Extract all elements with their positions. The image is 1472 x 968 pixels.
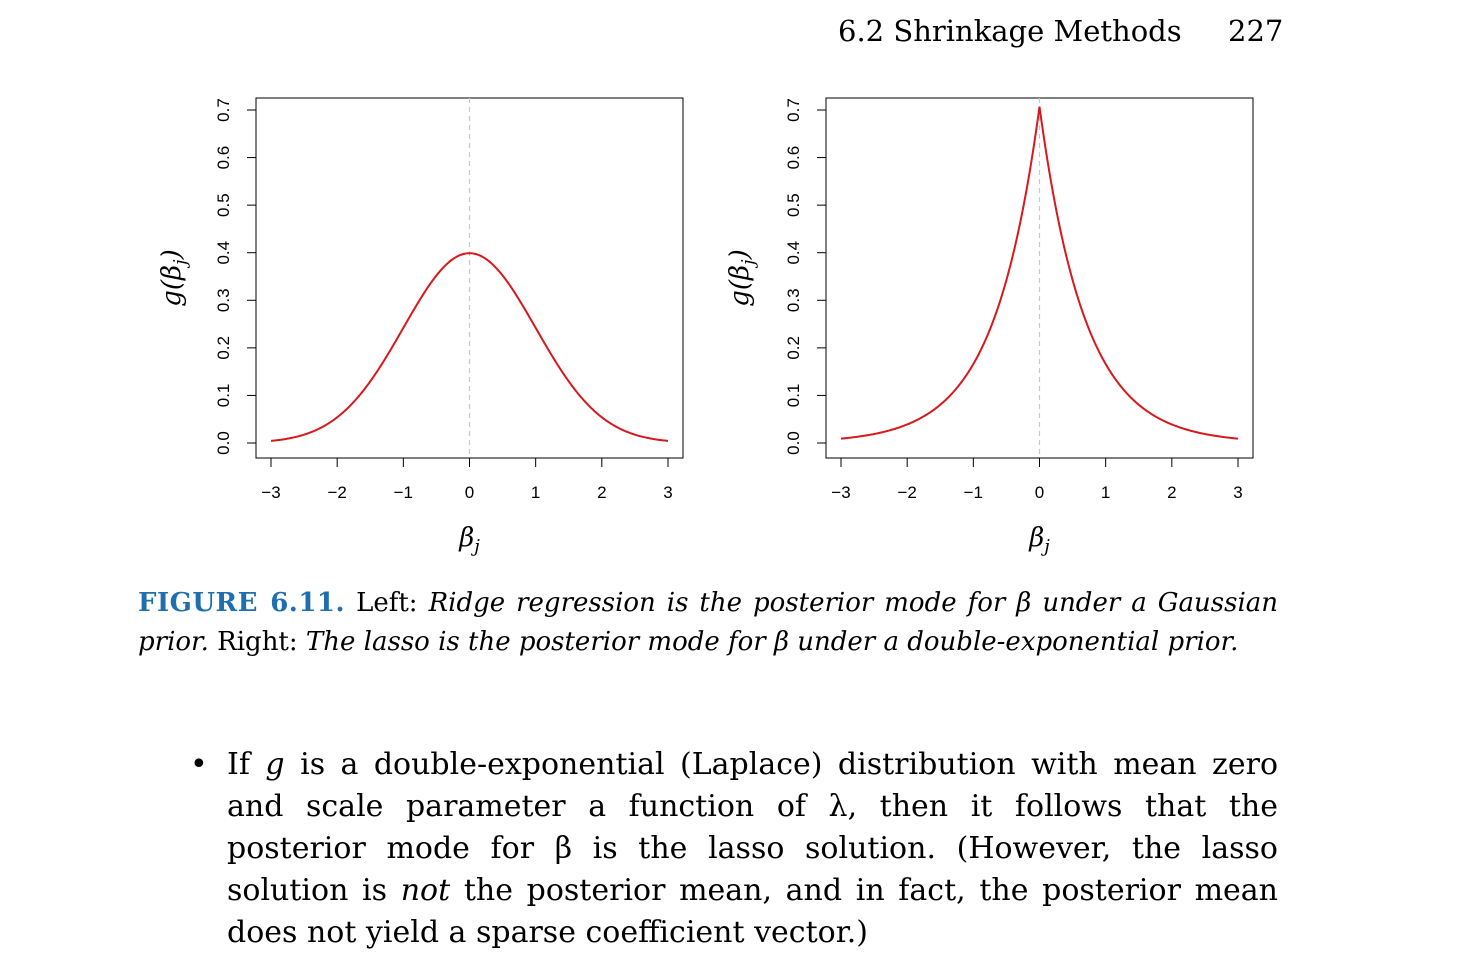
x-tick-label: 0 — [1035, 483, 1044, 502]
y-tick-label: 0.4 — [214, 241, 233, 265]
caption-right-text: The lasso is the posterior mode for β un… — [305, 627, 1239, 657]
y-tick-label: 0.5 — [214, 193, 233, 217]
caption-right-word: Right: — [217, 627, 298, 657]
x-tick-label: −3 — [261, 483, 280, 502]
y-axis-label: g(βj) — [725, 249, 759, 307]
figure-6-11: −3 −2 −1 0 1 2 3 0.0 0.1 0.2 0.3 0.4 0.5 0.6 0.7 βj g(βj… — [157, 97, 1254, 557]
x-tick-label: 1 — [531, 483, 540, 502]
x-tick-label: −1 — [964, 483, 983, 502]
bullet-text-2: is a double-exponential (Laplace) distri… — [227, 747, 1279, 908]
density-curve — [840, 106, 1239, 440]
density-curve — [270, 252, 669, 442]
running-head: 6.2 Shrinkage Methods 227 — [838, 14, 1283, 54]
x-tick-label: −2 — [327, 483, 346, 502]
x-tick-label: 2 — [597, 483, 606, 502]
x-axis-label: βj — [458, 523, 480, 557]
y-tick-label: 0.2 — [214, 336, 233, 360]
page-number: 227 — [1228, 14, 1284, 48]
y-tick-label: 0.6 — [214, 146, 233, 170]
y-tick-label: 0.4 — [784, 241, 803, 265]
y-tick-label: 0.7 — [214, 98, 233, 122]
y-tick-label: 0.1 — [214, 384, 233, 408]
bullet-dot: • — [190, 747, 208, 782]
x-tick-label: −3 — [831, 483, 850, 502]
section-title: 6.2 Shrinkage Methods — [838, 14, 1182, 48]
caption-left-text: Ridge regression is the posterior mode f… — [138, 588, 1279, 657]
x-tick-label: −2 — [897, 483, 916, 502]
x-tick-label: 0 — [465, 483, 474, 502]
plot-left-gaussian: −3 −2 −1 0 1 2 3 0.0 0.1 0.2 0.3 0.4 0.5 0.6 0.7 βj g(βj… — [157, 97, 684, 557]
bullet-item: • If g is a double-exponential (Laplace)… — [190, 744, 1278, 954]
x-tick-label: 1 — [1101, 483, 1110, 502]
y-tick-label: 0.1 — [784, 384, 803, 408]
figure-caption: FIGURE 6.11. Left: Ridge regression is t… — [138, 584, 1278, 662]
bullet-emphasis-not: not — [400, 873, 451, 908]
bullet-paragraph: If g is a double-exponential (Laplace) d… — [227, 744, 1278, 954]
y-tick-label: 0.7 — [784, 98, 803, 122]
x-tick-label: 3 — [1233, 483, 1242, 502]
figure-label: FIGURE 6.11. — [138, 588, 346, 618]
y-axis-label: g(βj) — [157, 249, 191, 307]
y-tick-label: 0.5 — [784, 193, 803, 217]
bullet-var-g: g — [265, 747, 285, 782]
plot-right-laplace: −3 −2 −1 0 1 2 3 0.0 0.1 0.2 0.3 0.4 0.5 0.6 0.7 βj g(βj… — [725, 97, 1254, 557]
caption-left-word: Left: — [356, 588, 418, 618]
y-tick-label: 0.0 — [214, 431, 233, 455]
bullet-text-3: the posterior mean, and in fact, the pos… — [227, 873, 1278, 950]
y-tick-label: 0.2 — [784, 336, 803, 360]
x-tick-label: −1 — [394, 483, 413, 502]
y-tick-label: 0.3 — [214, 288, 233, 312]
y-tick-label: 0.0 — [784, 431, 803, 455]
x-tick-label: 3 — [663, 483, 672, 502]
x-axis-label: βj — [1028, 523, 1050, 557]
bullet-text-1: If — [227, 747, 250, 782]
y-tick-label: 0.6 — [784, 146, 803, 170]
y-tick-label: 0.3 — [784, 288, 803, 312]
x-tick-label: 2 — [1167, 483, 1176, 502]
